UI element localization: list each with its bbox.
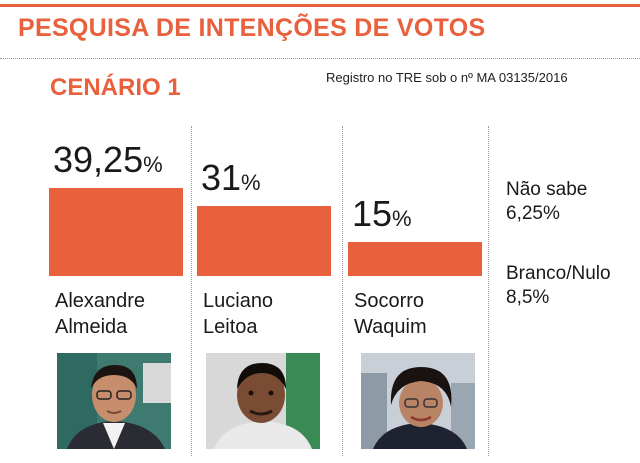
value-unit: %	[392, 206, 412, 231]
column-divider-1	[191, 126, 192, 456]
category-label-line: Waquim	[354, 316, 427, 338]
other-answer-value: 8,5%	[506, 287, 550, 308]
other-answer-label: Não sabe	[506, 179, 588, 200]
bar-3	[348, 242, 482, 276]
other-answer-value: 6,25%	[506, 203, 560, 224]
candidate-photo-socorro	[361, 353, 475, 449]
bar-1	[49, 188, 183, 276]
other-answer-1: Não sabe 6,25%	[506, 178, 587, 226]
category-label-line: Leitoa	[203, 316, 258, 338]
category-label-3: Socorro Waquim	[354, 288, 427, 340]
title-divider	[0, 58, 640, 59]
candidate-photo-alexandre	[57, 353, 171, 449]
value-number: 39,25	[53, 139, 144, 180]
category-label-2: Luciano Leitoa	[203, 288, 273, 340]
value-label-1: 39,25%	[53, 142, 163, 178]
registration-note: Registro no TRE sob o nº MA 03135/2016	[326, 70, 568, 85]
value-unit: %	[143, 152, 163, 177]
value-number: 31	[201, 157, 242, 198]
category-label-1: Alexandre Almeida	[55, 288, 145, 340]
column-divider-3	[488, 126, 489, 456]
chart-title: PESQUISA DE INTENÇÕES DE VOTOS	[18, 14, 486, 42]
category-label-line: Almeida	[55, 316, 128, 338]
value-unit: %	[241, 170, 261, 195]
candidate-photo-luciano	[206, 353, 320, 449]
value-label-3: 15%	[352, 196, 412, 232]
value-number: 15	[352, 193, 393, 234]
category-label-line: Socorro	[354, 290, 425, 312]
category-label-line: Alexandre	[55, 290, 146, 312]
scenario-label: CENÁRIO 1	[50, 74, 181, 101]
other-answer-2: Branco/Nulo 8,5%	[506, 262, 611, 310]
bar-2	[197, 206, 331, 276]
other-answer-label: Branco/Nulo	[506, 263, 611, 284]
value-label-2: 31%	[201, 160, 261, 196]
category-label-line: Luciano	[203, 290, 274, 312]
top-rule	[0, 4, 640, 7]
column-divider-2	[342, 126, 343, 456]
